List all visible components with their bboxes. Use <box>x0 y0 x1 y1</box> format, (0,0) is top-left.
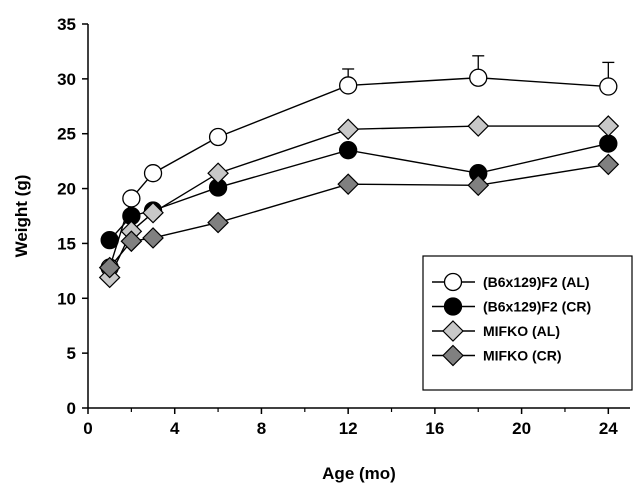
series-3 <box>109 125 609 278</box>
y-axis-title: Weight (g) <box>12 175 31 258</box>
legend-label: MIFKO (AL) <box>483 323 560 339</box>
legend-label: (B6x129)F2 (CR) <box>483 299 591 315</box>
x-tick-label: 8 <box>257 419 266 438</box>
series-1 <box>109 55 615 268</box>
data-point <box>142 227 164 249</box>
x-tick-label: 16 <box>425 419 444 438</box>
data-point <box>469 68 488 87</box>
legend-label: (B6x129)F2 (AL) <box>483 274 590 290</box>
y-tick-label: 0 <box>67 399 76 418</box>
y-tick-label: 25 <box>57 125 76 144</box>
legend-marker <box>443 297 463 316</box>
series-1-markers <box>100 68 618 277</box>
series-2 <box>109 142 609 241</box>
data-point <box>339 141 358 160</box>
data-point <box>207 211 229 234</box>
data-point <box>143 164 163 183</box>
series-line <box>109 142 609 241</box>
series-4-markers <box>98 153 620 279</box>
legend: (B6x129)F2 (AL) (B6x129)F2 (CR) MIFKO (AL)… <box>422 255 633 391</box>
legend-label: MIFKO (CR) <box>483 348 562 364</box>
data-point <box>599 134 618 153</box>
legend-marker <box>443 272 463 292</box>
data-point <box>337 173 360 196</box>
y-tick-label: 35 <box>57 15 76 34</box>
x-tick-label: 4 <box>170 419 180 438</box>
data-point <box>597 115 620 137</box>
y-tick-label: 5 <box>67 344 76 363</box>
data-point <box>339 76 358 95</box>
data-point <box>597 153 620 176</box>
axes: 0 5 10 15 20 25 30 35 0 4 8 12 16 20 24 <box>57 15 630 438</box>
data-point <box>98 256 121 279</box>
series-4 <box>109 163 609 269</box>
data-point <box>467 115 490 137</box>
x-tick-label: 20 <box>512 419 531 438</box>
x-tick-label: 12 <box>339 419 358 438</box>
y-tick-label: 15 <box>57 234 76 253</box>
data-point <box>599 77 618 96</box>
series-3-markers <box>98 115 620 289</box>
y-tick-label: 10 <box>57 289 76 308</box>
series-layer <box>98 55 620 289</box>
data-point <box>142 201 164 224</box>
series-line <box>109 163 609 269</box>
x-tick-label: 0 <box>83 419 92 438</box>
data-point <box>120 230 143 253</box>
data-point <box>467 174 490 197</box>
x-axis-title: Age (mo) <box>322 464 396 483</box>
series-line <box>109 125 609 278</box>
data-point <box>208 127 228 147</box>
y-tick-label: 30 <box>57 70 76 89</box>
data-point <box>100 230 119 250</box>
x-tick-label: 24 <box>599 419 618 438</box>
legend-marker <box>442 320 464 342</box>
y-tick-label: 20 <box>57 180 76 199</box>
data-point <box>122 189 141 208</box>
series-line <box>109 77 609 268</box>
legend-marker <box>442 344 464 367</box>
data-point <box>337 118 360 141</box>
data-point <box>207 162 229 185</box>
